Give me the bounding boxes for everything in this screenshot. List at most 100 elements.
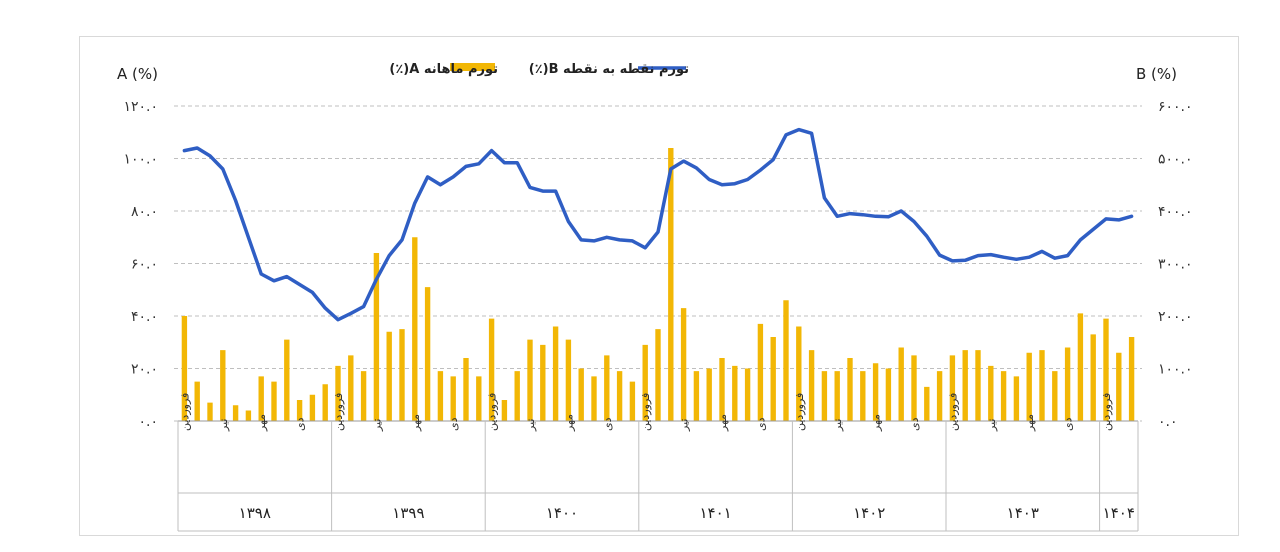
bar — [552, 326, 559, 421]
bar — [668, 148, 674, 421]
right-tick-label: ۰.۰ — [1158, 414, 1178, 430]
bar — [924, 386, 930, 421]
bar — [616, 371, 623, 421]
month-label: مهر — [870, 414, 883, 432]
bar — [258, 376, 264, 421]
left-axis-title: A (%) — [117, 65, 158, 83]
bar — [860, 371, 866, 421]
bar — [872, 363, 879, 421]
bar — [1039, 350, 1045, 421]
month-label: مهر — [716, 414, 729, 432]
left-tick-label: ۲۰.۰ — [131, 362, 158, 378]
bar — [514, 371, 520, 421]
bar — [770, 337, 776, 421]
bar — [322, 384, 328, 421]
month-label: دی — [908, 417, 921, 431]
bar — [1090, 334, 1096, 421]
bar — [386, 331, 392, 421]
bar — [885, 368, 892, 421]
bar — [834, 371, 840, 421]
right-tick-label: ۶۰۰.۰ — [1158, 99, 1193, 115]
bar — [629, 381, 636, 421]
bar — [783, 300, 789, 421]
bar — [309, 394, 316, 421]
bar — [796, 326, 802, 421]
left-tick-label: ۴۰.۰ — [131, 309, 158, 325]
year-label: ۱۴۰۲ — [853, 504, 885, 522]
left-tick-label: ۱۲۰.۰ — [123, 99, 158, 115]
bar — [527, 339, 533, 421]
month-label: فروردین — [793, 393, 806, 431]
bar — [194, 381, 200, 421]
inflation-chart: ۰.۰ ۲۰.۰ ۴۰.۰ ۶۰.۰ ۸۰.۰ ۱۰۰.۰ ۱۲۰.۰ ۰.۰ ۱۰۰.۰ ۲۰۰… — [117, 62, 1193, 532]
left-tick-label: ۰.۰ — [139, 414, 159, 430]
bar — [450, 376, 456, 421]
bar — [284, 339, 290, 421]
month-label: مهر — [409, 414, 422, 432]
series-line — [182, 127, 1134, 322]
bar — [232, 405, 239, 421]
bar — [655, 329, 661, 421]
month-label: دی — [447, 417, 460, 431]
month-label: مهر — [562, 414, 575, 432]
bar — [578, 368, 584, 421]
bar — [1116, 352, 1122, 421]
bar — [348, 355, 354, 421]
month-label: فروردین — [639, 393, 652, 431]
legend-line-label: تورم نقطه به نقطه B(٪) — [529, 62, 689, 77]
bar — [591, 376, 597, 421]
month-label: تیر — [524, 419, 537, 432]
bar — [424, 287, 431, 421]
legend-bar-swatch — [450, 63, 495, 71]
bar — [962, 350, 968, 421]
month-label: دی — [601, 417, 614, 431]
bar — [744, 368, 751, 421]
month-label: فروردین — [332, 393, 345, 431]
bar — [1026, 352, 1032, 421]
year-label: ۱۴۰۳ — [1007, 504, 1039, 522]
month-label: فروردین — [946, 393, 959, 431]
legend-bar-label: تورم ماهانه A(٪) — [389, 62, 498, 77]
bar — [1128, 337, 1135, 421]
bar — [936, 371, 943, 421]
month-label: مهر — [255, 414, 268, 432]
legend: تورم ماهانه A(٪) تورم نقطه به نقطه B(٪) — [389, 62, 689, 77]
month-label: مهر — [1023, 414, 1036, 432]
right-tick-label: ۱۰۰.۰ — [1158, 362, 1193, 378]
month-label: تیر — [831, 419, 844, 432]
month-label: فروردین — [486, 393, 499, 431]
right-tick-label: ۳۰۰.۰ — [1158, 257, 1193, 273]
bar — [360, 371, 367, 421]
bar — [220, 350, 226, 421]
bar — [1052, 371, 1058, 421]
bar — [808, 350, 815, 421]
bar — [988, 365, 994, 421]
bar — [1000, 371, 1007, 421]
axes: ۰.۰ ۲۰.۰ ۴۰.۰ ۶۰.۰ ۸۰.۰ ۱۰۰.۰ ۱۲۰.۰ ۰.۰ ۱۰۰.۰ ۲۰۰… — [123, 99, 1193, 532]
bar — [642, 344, 648, 421]
right-tick-label: ۵۰۰.۰ — [1158, 152, 1193, 168]
year-label: ۱۴۰۴ — [1103, 504, 1135, 522]
bar — [1077, 313, 1084, 421]
bar — [949, 355, 956, 421]
bar — [680, 308, 687, 421]
month-label: دی — [294, 417, 307, 431]
bar — [437, 371, 444, 421]
bar — [604, 355, 610, 421]
month-label: تیر — [370, 419, 383, 432]
year-label: ۱۴۰۰ — [546, 504, 578, 522]
bar — [245, 410, 252, 421]
bar — [488, 318, 495, 421]
bar — [898, 347, 904, 421]
bar — [719, 358, 725, 421]
bar-series-monthly — [181, 148, 1135, 421]
bar — [296, 400, 303, 421]
left-tick-label: ۸۰.۰ — [131, 204, 158, 220]
bar — [476, 376, 482, 421]
month-label: دی — [1062, 417, 1075, 431]
month-label: دی — [754, 417, 767, 431]
month-label: فروردین — [178, 393, 191, 431]
bar — [565, 339, 572, 421]
month-label: تیر — [678, 419, 691, 432]
right-axis-title: B (%) — [1136, 65, 1177, 83]
